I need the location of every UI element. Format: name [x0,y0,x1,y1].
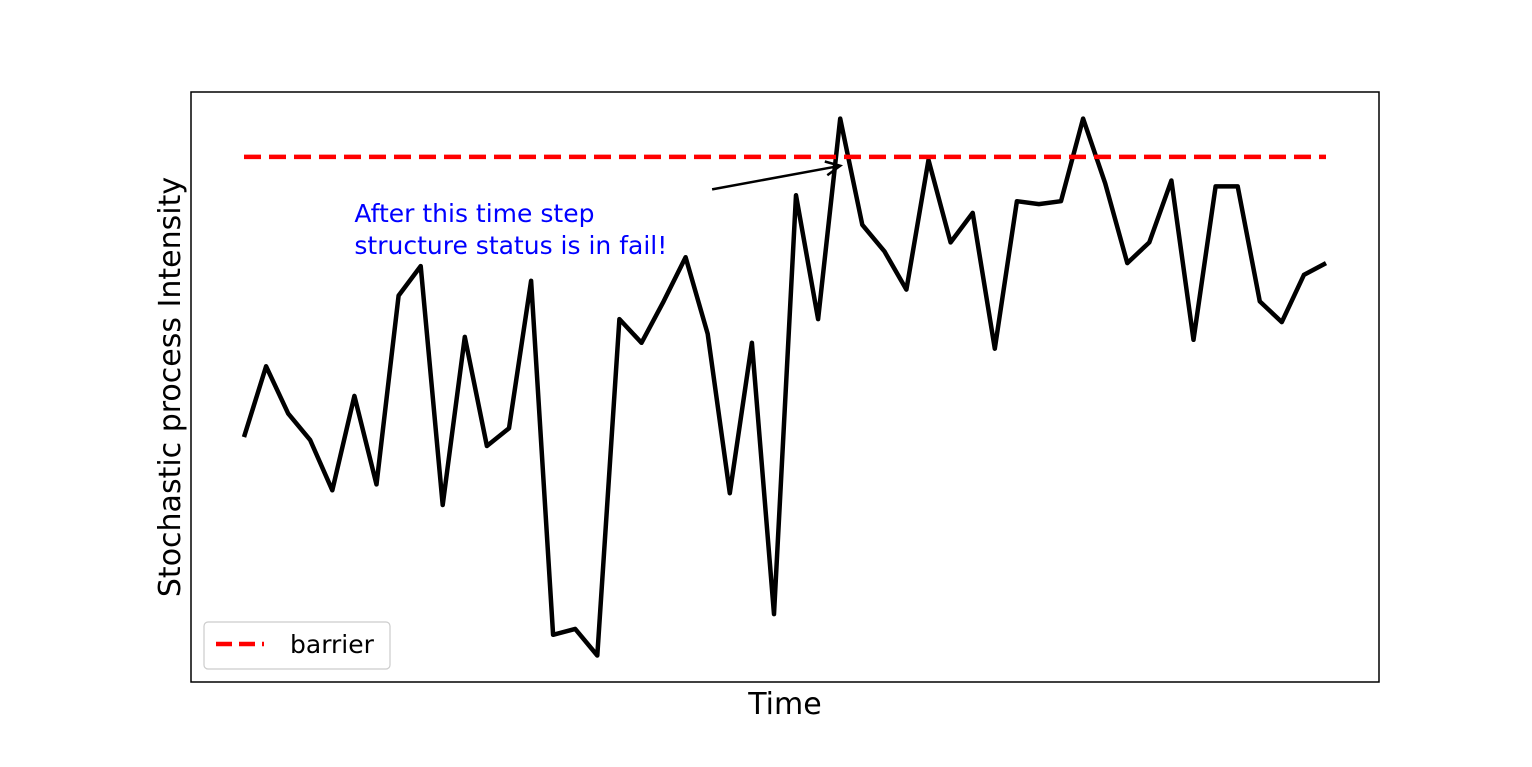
legend-box [203,621,391,670]
annotation-arrow-head [824,160,844,177]
annotation-line-1: After this time step [354,199,594,228]
legend: barrier [203,621,391,670]
annotation-line-2: structure status is in fail! [354,231,667,260]
series-layer [241,116,1328,658]
x-axis-label: Time [747,687,821,722]
y-axis-label: Stochastic process Intensity [153,177,188,597]
legend-label-barrier: barrier [290,630,375,659]
annotation-layer: After this time step structure status is … [354,160,844,260]
annotation-arrow-shaft [711,164,841,191]
series-line-0 [241,116,1328,658]
annotation-text: After this time step structure status is … [354,199,667,260]
plot-frame [190,91,1380,683]
